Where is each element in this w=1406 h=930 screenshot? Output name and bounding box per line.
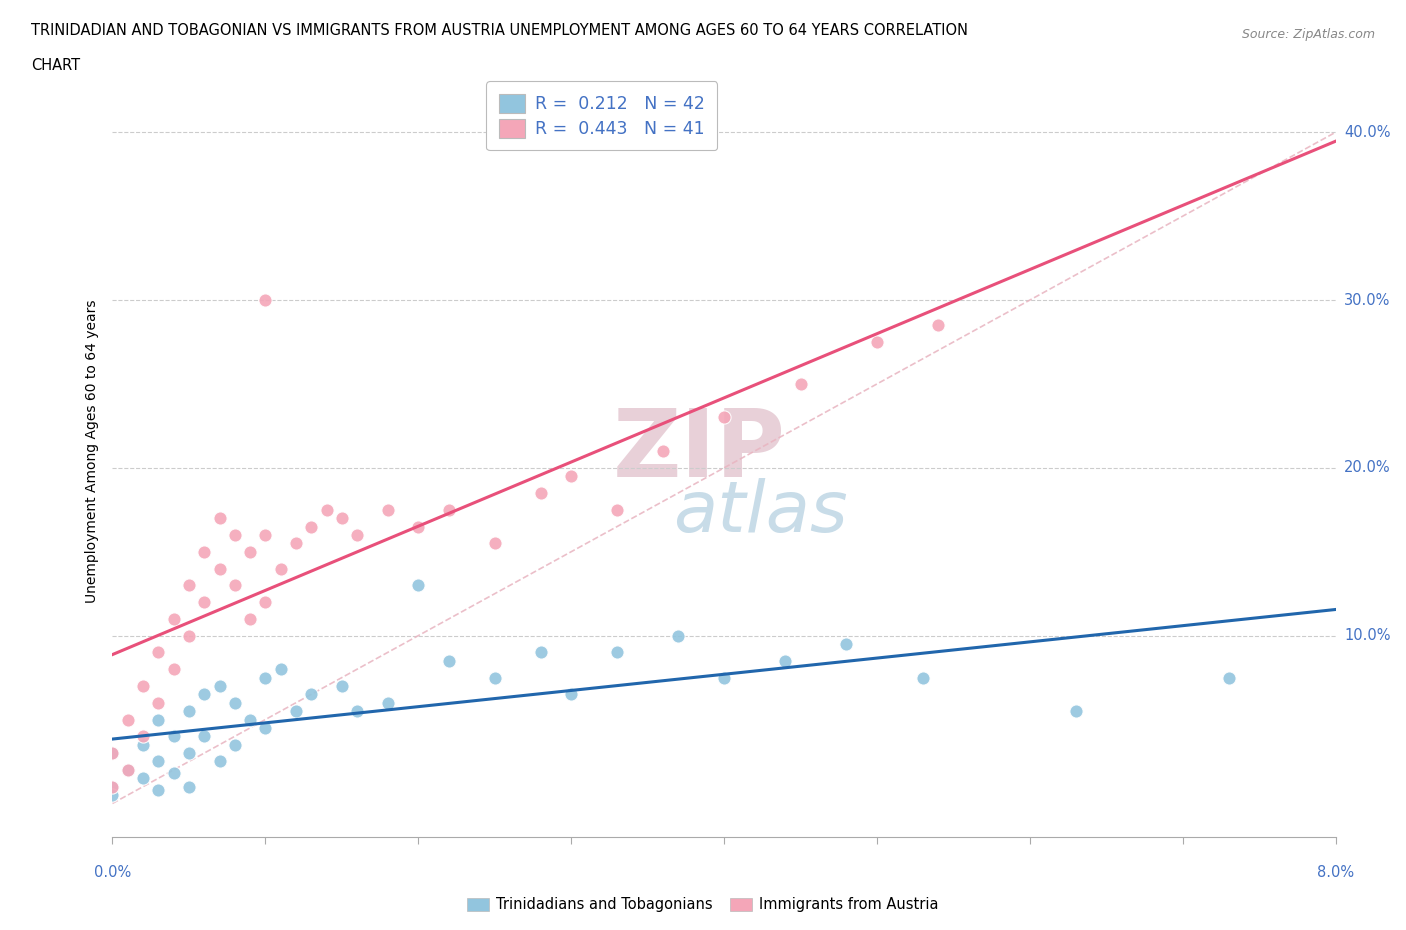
Point [117, 763, 139, 777]
Point [377, 502, 399, 517]
Point [284, 536, 308, 551]
Point [606, 502, 628, 517]
Point [560, 687, 582, 702]
Point [224, 527, 246, 542]
Point [254, 721, 277, 736]
Point [666, 628, 689, 643]
Point [254, 671, 277, 685]
Point [437, 502, 460, 517]
Point [254, 527, 277, 542]
Point [529, 485, 551, 500]
Point [330, 511, 353, 525]
Text: CHART: CHART [31, 58, 80, 73]
Point [315, 502, 337, 517]
Text: TRINIDADIAN AND TOBAGONIAN VS IMMIGRANTS FROM AUSTRIA UNEMPLOYMENT AMONG AGES 60: TRINIDADIAN AND TOBAGONIAN VS IMMIGRANTS… [31, 23, 967, 38]
Point [789, 377, 811, 392]
Text: atlas: atlas [673, 478, 848, 547]
Point [148, 754, 170, 769]
Point [713, 671, 735, 685]
Point [163, 611, 186, 626]
Point [177, 578, 200, 592]
Point [773, 654, 796, 669]
Point [377, 696, 399, 711]
Point [177, 704, 200, 719]
Point [101, 779, 124, 794]
Point [193, 687, 215, 702]
Point [270, 561, 292, 576]
Point [163, 662, 186, 677]
Point [132, 729, 155, 744]
Point [408, 578, 430, 592]
Point [560, 469, 582, 484]
Point [117, 763, 139, 777]
Point [1218, 671, 1240, 685]
Point [117, 712, 139, 727]
Point [652, 444, 675, 458]
Point [224, 578, 246, 592]
Point [484, 671, 506, 685]
Point [101, 746, 124, 761]
Point [239, 544, 262, 559]
Point [208, 561, 231, 576]
Text: Source: ZipAtlas.com: Source: ZipAtlas.com [1241, 28, 1375, 41]
Text: 20.0%: 20.0% [1344, 460, 1391, 475]
Text: 30.0%: 30.0% [1344, 293, 1391, 308]
Point [835, 637, 858, 652]
Point [177, 746, 200, 761]
Point [148, 782, 170, 797]
Point [270, 662, 292, 677]
Legend: R =  0.212   N = 42, R =  0.443   N = 41: R = 0.212 N = 42, R = 0.443 N = 41 [486, 82, 717, 151]
Point [132, 679, 155, 694]
Point [177, 779, 200, 794]
Point [299, 687, 322, 702]
Point [148, 696, 170, 711]
Point [484, 536, 506, 551]
Point [284, 704, 308, 719]
Point [239, 611, 262, 626]
Point [148, 712, 170, 727]
Point [239, 712, 262, 727]
Legend: Trinidadians and Tobagonians, Immigrants from Austria: Trinidadians and Tobagonians, Immigrants… [461, 891, 945, 918]
Point [193, 729, 215, 744]
Point [254, 594, 277, 609]
Point [224, 696, 246, 711]
Point [208, 754, 231, 769]
Point [163, 765, 186, 780]
Point [437, 654, 460, 669]
Y-axis label: Unemployment Among Ages 60 to 64 years: Unemployment Among Ages 60 to 64 years [86, 299, 100, 603]
Point [101, 746, 124, 761]
Point [408, 519, 430, 534]
Text: 0.0%: 0.0% [94, 865, 131, 880]
Text: 40.0%: 40.0% [1344, 125, 1391, 140]
Point [866, 335, 889, 350]
Point [101, 779, 124, 794]
Point [132, 737, 155, 752]
Point [911, 671, 934, 685]
Point [208, 511, 231, 525]
Point [606, 645, 628, 660]
Point [254, 293, 277, 308]
Point [177, 628, 200, 643]
Point [193, 594, 215, 609]
Point [346, 527, 368, 542]
Text: ZIP: ZIP [613, 405, 786, 497]
Point [163, 729, 186, 744]
Point [224, 737, 246, 752]
Point [148, 645, 170, 660]
Text: 8.0%: 8.0% [1317, 865, 1354, 880]
Point [330, 679, 353, 694]
Point [132, 771, 155, 786]
Point [346, 704, 368, 719]
Point [101, 788, 124, 803]
Point [299, 519, 322, 534]
Point [713, 410, 735, 425]
Point [529, 645, 551, 660]
Point [1064, 704, 1087, 719]
Point [927, 318, 949, 333]
Point [193, 544, 215, 559]
Text: 10.0%: 10.0% [1344, 628, 1391, 644]
Point [208, 679, 231, 694]
